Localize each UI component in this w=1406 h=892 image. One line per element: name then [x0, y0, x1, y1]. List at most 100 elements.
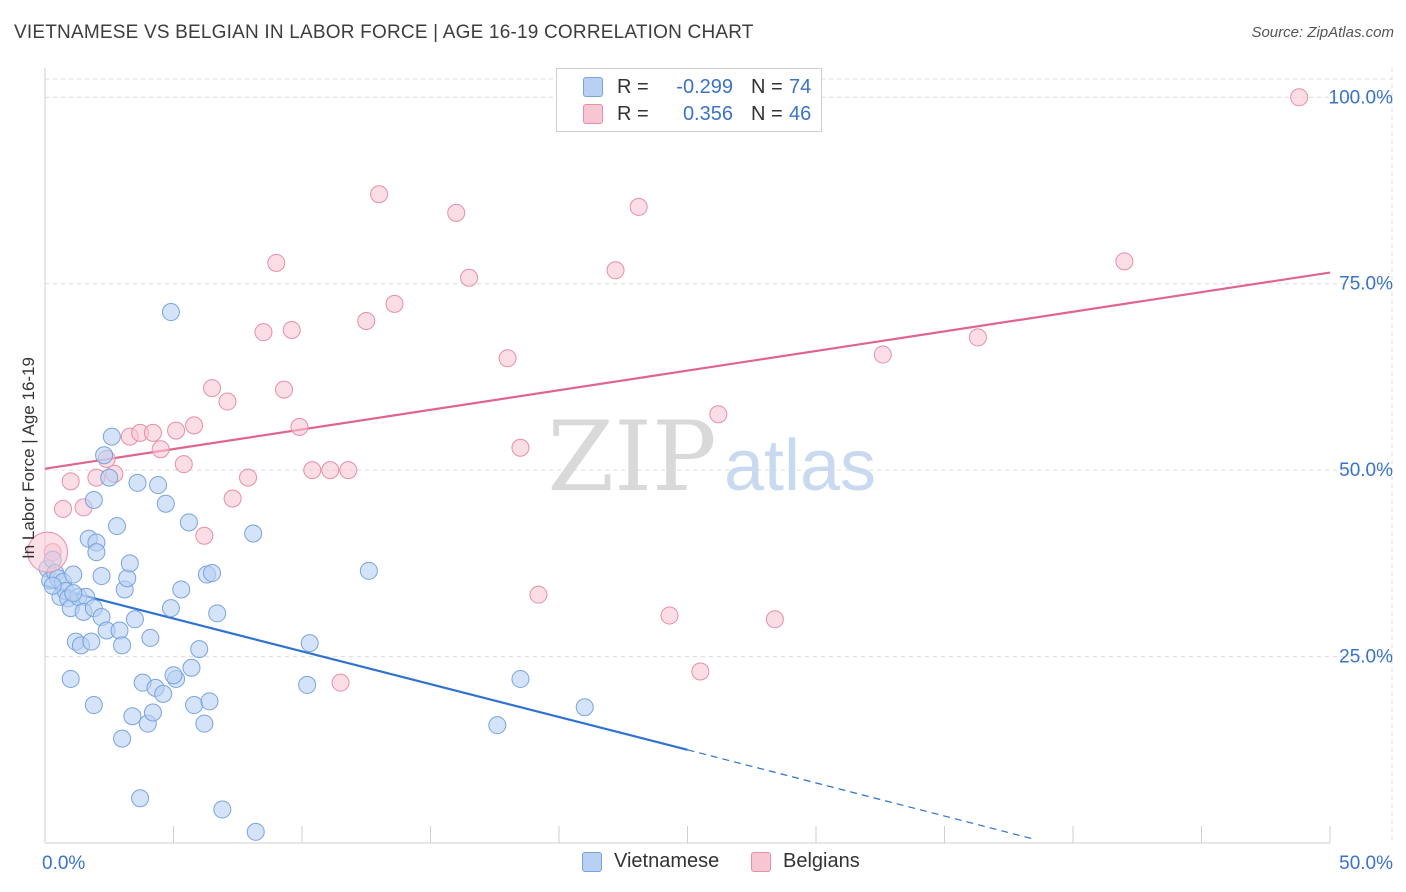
source-label: Source: ZipAtlas.com: [1251, 24, 1394, 41]
data-points: [27, 88, 1309, 841]
belgian-point: [691, 662, 710, 681]
vietnamese-point: [244, 524, 263, 543]
vietnamese-point: [64, 584, 83, 603]
vietnamese-point: [113, 636, 132, 655]
vietnamese-point: [488, 716, 507, 735]
vietnamese-point: [92, 567, 111, 586]
belgian-point: [267, 253, 286, 272]
belgian-point: [765, 610, 784, 629]
belgian-point-large: [27, 531, 69, 573]
n-value-belgians: 46: [789, 102, 812, 125]
belgian-point: [1115, 252, 1134, 271]
vietnamese-point: [300, 634, 319, 653]
belgian-point: [239, 468, 258, 487]
vietnamese-point: [131, 789, 150, 808]
legend-item-belgians: Belgians: [751, 850, 860, 873]
legend-row-belgians: R = 0.356 N = 46: [583, 101, 811, 127]
belgian-point: [321, 461, 340, 480]
belgian-point: [385, 294, 404, 313]
belgian-point: [511, 438, 530, 457]
vietnamese-point: [100, 468, 119, 487]
belgian-point: [357, 312, 376, 330]
n-label: N =: [751, 75, 783, 98]
belgian-point: [968, 328, 987, 347]
vietnamese-point: [82, 632, 101, 651]
vietnamese-point: [61, 669, 80, 688]
belgian-point: [167, 421, 186, 440]
vietnamese-point: [64, 565, 83, 584]
vietnamese-point: [120, 554, 139, 573]
vietnamese-point: [87, 543, 106, 562]
vietnamese-point: [195, 714, 214, 733]
belgian-point: [195, 526, 214, 545]
y-tick-label: 25.0%: [1339, 647, 1393, 668]
vietnamese-point: [213, 800, 232, 819]
vietnamese-point: [172, 580, 191, 599]
belgian-point: [53, 499, 72, 518]
belgian-point: [529, 585, 548, 604]
watermark-zip: ZIP: [547, 401, 716, 513]
belgian-point: [290, 417, 309, 436]
legend-label-belgians: Belgians: [783, 850, 860, 872]
watermark-atlas: atlas: [724, 426, 876, 506]
gridlines: [45, 68, 1393, 843]
vietnamese-point: [113, 729, 132, 748]
vietnamese-swatch: [582, 851, 602, 872]
belgian-point: [447, 203, 466, 222]
belgian-point: [303, 461, 322, 480]
belgian-point: [1290, 88, 1309, 107]
vietnamese-point: [141, 628, 160, 647]
r-value-vietnamese: -0.299: [676, 75, 733, 98]
vietnamese-point: [200, 692, 219, 711]
legend-label-vietnamese: Vietnamese: [614, 850, 720, 872]
belgian-point: [709, 405, 728, 424]
vietnamese-point: [208, 604, 227, 623]
belgian-point: [331, 673, 350, 692]
vietnamese-point: [156, 494, 175, 513]
n-value-vietnamese: 74: [789, 75, 812, 98]
belgian-point: [660, 606, 679, 625]
vietnamese-point: [179, 513, 198, 532]
vietnamese-point: [511, 669, 530, 688]
belgians-swatch: [751, 851, 771, 872]
vietnamese-point: [110, 621, 129, 640]
belgian-point: [61, 472, 80, 491]
belgian-point: [185, 416, 204, 435]
belgian-point: [174, 455, 193, 474]
belgian-point: [460, 268, 479, 287]
vietnamese-point: [164, 666, 183, 685]
belgian-point: [223, 489, 242, 508]
belgian-point: [151, 440, 170, 459]
belgian-point: [873, 345, 892, 364]
correlation-legend: R = -0.299 N = 74 R = 0.356 N = 46: [556, 68, 822, 132]
vietnamese-swatch: [583, 77, 603, 97]
y-tick-label: 50.0%: [1339, 460, 1393, 481]
r-value-belgians: 0.356: [682, 102, 733, 125]
belgian-point: [254, 323, 273, 342]
vietnamese-point: [84, 490, 103, 509]
vietnamese-point: [125, 610, 144, 629]
vietnamese-point: [203, 564, 222, 583]
n-label: N =: [751, 102, 783, 125]
vietnamese-point: [154, 684, 173, 703]
axes: [44, 68, 1331, 844]
legend-item-vietnamese: Vietnamese: [582, 850, 719, 873]
vietnamese-point: [84, 696, 103, 715]
belgian-point: [606, 261, 625, 280]
vietnamese-point: [143, 703, 162, 722]
y-tick-label: 100.0%: [1329, 87, 1394, 108]
belgian-point: [218, 392, 237, 411]
vietnamese-point: [102, 427, 121, 446]
vietnamese-point: [190, 640, 209, 659]
vietnamese-trend-extension: [687, 749, 1035, 840]
vietnamese-point: [246, 822, 265, 841]
r-label: R =: [617, 75, 649, 98]
vietnamese-point: [95, 446, 114, 465]
belgians-swatch: [583, 104, 603, 124]
vietnamese-point: [359, 561, 378, 580]
vietnamese-point: [161, 599, 180, 618]
belgian-point: [143, 423, 162, 442]
belgian-trend-line: [44, 271, 1331, 470]
x-tick-label-min: 0.0%: [42, 853, 85, 874]
